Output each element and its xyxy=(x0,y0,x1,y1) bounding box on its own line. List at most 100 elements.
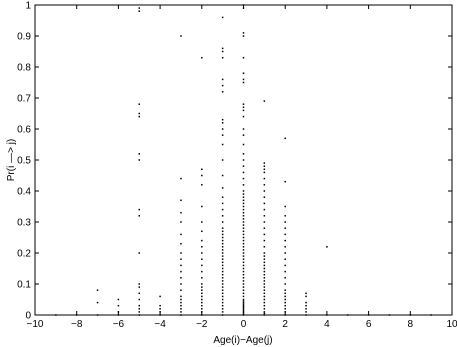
data-point xyxy=(284,227,286,229)
data-point xyxy=(242,249,245,251)
data-point xyxy=(263,298,266,301)
data-point xyxy=(221,267,224,270)
data-point xyxy=(117,304,120,307)
data-point xyxy=(221,261,224,264)
data-point xyxy=(221,230,224,233)
data-point xyxy=(138,112,140,115)
data-point xyxy=(242,303,245,305)
data-point xyxy=(242,193,245,195)
data-point xyxy=(242,184,245,186)
data-point xyxy=(242,205,245,208)
y-tick-label: 0.2 xyxy=(17,249,31,260)
data-point xyxy=(221,255,224,257)
data-point xyxy=(242,227,245,229)
data-point xyxy=(96,301,99,304)
data-point xyxy=(242,308,245,310)
data-point xyxy=(242,258,245,260)
data-point xyxy=(55,314,57,316)
data-point xyxy=(138,115,140,118)
data-point xyxy=(263,286,266,288)
data-point xyxy=(201,168,203,171)
data-point xyxy=(201,301,203,304)
data-point xyxy=(201,283,203,285)
data-point xyxy=(201,298,203,301)
data-point xyxy=(305,311,307,313)
data-point xyxy=(221,208,224,211)
y-tick-label: 0.9 xyxy=(17,32,31,43)
data-point xyxy=(242,208,245,211)
data-point xyxy=(201,56,203,59)
x-tick-label: −4 xyxy=(154,319,166,330)
data-point xyxy=(284,180,286,183)
data-point xyxy=(221,233,224,236)
x-tick-label: 4 xyxy=(324,319,330,330)
data-point xyxy=(221,118,224,121)
data-point xyxy=(263,165,266,167)
data-point xyxy=(138,10,140,12)
data-point xyxy=(201,258,203,260)
data-point xyxy=(263,289,266,291)
data-point xyxy=(180,199,182,202)
data-point xyxy=(242,32,245,34)
data-point xyxy=(284,264,286,267)
data-point xyxy=(180,311,182,313)
data-point xyxy=(201,270,203,273)
data-point xyxy=(242,304,245,307)
data-point xyxy=(242,309,245,312)
data-point xyxy=(201,286,203,288)
data-point xyxy=(180,211,182,214)
data-point xyxy=(242,143,245,146)
data-point xyxy=(221,277,224,279)
data-point xyxy=(263,267,266,270)
data-point xyxy=(284,277,286,279)
data-point xyxy=(242,115,245,118)
data-point xyxy=(263,246,266,248)
data-point xyxy=(305,304,307,307)
data-point xyxy=(263,221,266,223)
y-tick-label: 0.4 xyxy=(17,187,31,198)
data-point xyxy=(242,267,245,270)
data-point xyxy=(263,233,266,236)
data-point xyxy=(221,308,224,310)
data-point xyxy=(242,78,245,81)
data-point xyxy=(242,298,245,301)
data-point xyxy=(180,233,182,236)
data-point xyxy=(242,289,245,291)
data-point xyxy=(242,103,245,105)
data-point xyxy=(242,246,245,248)
data-point xyxy=(284,289,286,291)
data-point xyxy=(138,215,140,217)
y-tick-label: 0.3 xyxy=(17,218,31,229)
data-point xyxy=(221,286,224,288)
data-point xyxy=(263,308,266,310)
data-point xyxy=(263,304,266,307)
y-tick-label: 0.7 xyxy=(17,94,31,105)
data-point xyxy=(201,239,203,242)
data-point xyxy=(138,103,140,105)
data-point xyxy=(242,128,245,130)
data-point xyxy=(242,134,245,136)
data-point xyxy=(242,199,245,202)
data-point xyxy=(221,280,224,282)
data-point xyxy=(284,239,286,242)
data-point xyxy=(221,174,224,177)
data-point xyxy=(180,304,182,307)
data-point xyxy=(242,202,245,205)
data-point xyxy=(263,196,266,198)
data-point xyxy=(242,233,245,236)
data-point xyxy=(138,292,140,295)
data-point xyxy=(180,252,182,254)
data-point xyxy=(221,239,224,242)
data-point xyxy=(242,177,245,180)
x-tick-label: 0 xyxy=(241,319,247,330)
data-point xyxy=(284,246,286,248)
data-point xyxy=(242,300,245,302)
axis-ticks: −10 −8 −6 −4 −2 0 2 4 6 8 10 0 0.1 0.2 0.3 0.4 0.5 0.6 0.7… xyxy=(17,1,457,331)
data-point xyxy=(284,308,286,310)
data-point xyxy=(201,246,203,248)
data-point xyxy=(221,258,224,260)
data-point xyxy=(305,301,307,304)
data-point xyxy=(221,298,224,301)
data-point xyxy=(242,273,245,276)
